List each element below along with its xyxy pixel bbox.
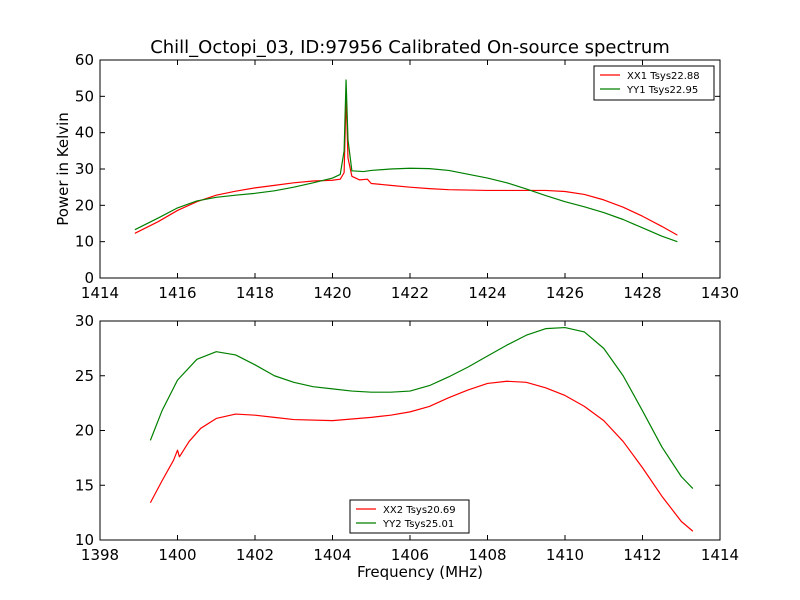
- top-x-tick-label: 1414: [81, 284, 119, 302]
- top-x-tick-label: 1430: [701, 284, 739, 302]
- top-x-tick-label: 1420: [313, 284, 351, 302]
- bottom-y-tick-label: 20: [75, 422, 94, 440]
- bottom-legend: XX2 Tsys20.69 YY2 Tsys25.01: [349, 499, 470, 534]
- top-plot: 1414 1416 1418 1420 1422 1424 1426 1428 1430 0 10 2…: [54, 51, 739, 302]
- top-legend-label-1: XX1 Tsys22.88: [627, 71, 700, 82]
- bottom-x-tick-label: 1400: [158, 546, 196, 564]
- top-x-tick-label: 1426: [546, 284, 584, 302]
- bottom-x-tick-label: 1410: [546, 546, 584, 564]
- bottom-x-tick-label: 1402: [236, 546, 274, 564]
- top-x-tick-label: 1428: [623, 284, 661, 302]
- top-x-tick-label: 1422: [391, 284, 429, 302]
- top-x-tick-label: 1416: [158, 284, 196, 302]
- bottom-series-line-2: [149, 326, 694, 489]
- bottom-series-line-1: [149, 380, 694, 532]
- figure-title: Chill_Octopi_03, ID:97956 Calibrated On-…: [150, 37, 670, 58]
- top-y-tick-label: 30: [75, 160, 94, 178]
- bottom-y-tick-label: 25: [75, 367, 94, 385]
- top-y-tick-label: 0: [84, 269, 94, 287]
- top-y-tick-label: 50: [75, 87, 94, 105]
- top-y-tick-label: 40: [75, 124, 94, 142]
- top-y-axis-label: Power in Kelvin: [54, 112, 72, 226]
- top-y-tick-label: 60: [75, 51, 94, 69]
- bottom-legend-box: [349, 499, 470, 534]
- bottom-x-axis-label: Frequency (MHz): [357, 563, 483, 581]
- bottom-y-tick-label: 15: [75, 476, 94, 494]
- top-x-tick-label: 1418: [236, 284, 274, 302]
- top-legend: XX1 Tsys22.88 YY1 Tsys22.95: [593, 65, 715, 101]
- top-y-tick-label: 10: [75, 233, 94, 251]
- top-series-line-2: [134, 79, 678, 243]
- bottom-x-tick-label: 1408: [468, 546, 506, 564]
- bottom-x-tick-label: 1414: [701, 546, 739, 564]
- top-legend-box: [593, 65, 715, 101]
- bottom-x-tick-label: 1404: [313, 546, 351, 564]
- bottom-x-tick-label: 1406: [391, 546, 429, 564]
- bottom-x-tick-label: 1398: [81, 546, 119, 564]
- top-x-tick-label: 1424: [468, 284, 506, 302]
- bottom-legend-label-2: YY2 Tsys25.01: [382, 519, 454, 530]
- bottom-y-tick-label: 30: [75, 312, 94, 330]
- bottom-y-tick-label: 10: [75, 531, 94, 549]
- bottom-legend-label-1: XX2 Tsys20.69: [383, 505, 456, 516]
- bottom-plot: 1398 1400 1402 1404 1406 1408 1410 1412 1414 10 15…: [75, 312, 739, 581]
- top-y-tick-label: 20: [75, 196, 94, 214]
- bottom-x-tick-label: 1412: [623, 546, 661, 564]
- top-series-line-1: [134, 95, 678, 236]
- top-legend-label-2: YY1 Tsys22.95: [626, 85, 698, 96]
